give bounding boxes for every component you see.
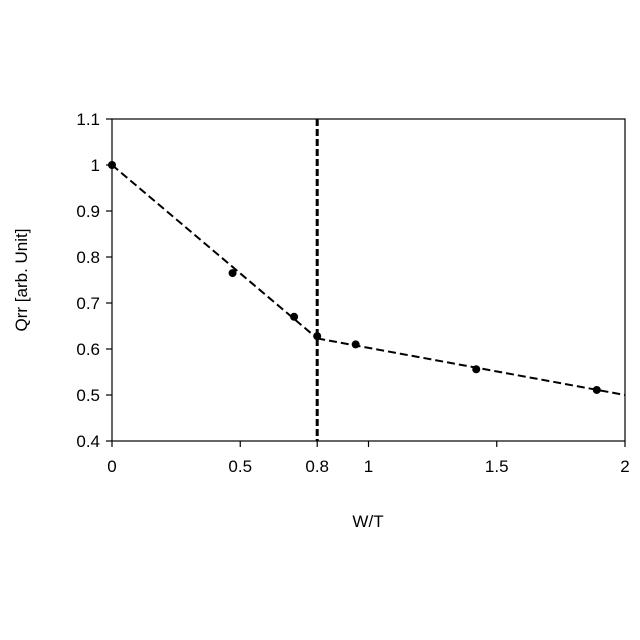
y-tick-label: 0.5 [76, 386, 100, 405]
x-tick-label: 0 [107, 457, 116, 476]
y-tick-label: 0.7 [76, 294, 100, 313]
y-axis-ticks: 0.4 0.5 0.6 0.7 0.8 0.9 1 1.1 [76, 110, 112, 451]
y-tick-label: 0.4 [76, 432, 100, 451]
y-tick-label: 0.8 [76, 248, 100, 267]
x-tick-label: 1.5 [485, 457, 509, 476]
data-point [313, 332, 321, 340]
x-tick-label: 1 [364, 457, 373, 476]
data-point [593, 386, 601, 394]
x-axis-title: W/T [352, 512, 383, 531]
y-tick-label: 1 [91, 156, 100, 175]
data-point [472, 365, 480, 373]
x-tick-label: 2 [620, 457, 629, 476]
data-point [352, 340, 360, 348]
y-tick-label: 1.1 [76, 110, 100, 129]
x-tick-label: 0.8 [305, 457, 329, 476]
x-axis-ticks: 0 0.5 0.8 1 1.5 2 [107, 441, 629, 476]
data-point [229, 269, 237, 277]
data-point [108, 161, 116, 169]
y-tick-label: 0.9 [76, 202, 100, 221]
y-axis-title: Qrr [arb. Unit] [12, 229, 31, 332]
x-tick-label: 0.5 [228, 457, 252, 476]
plot-area [112, 119, 625, 441]
data-point [290, 313, 298, 321]
y-tick-label: 0.6 [76, 340, 100, 359]
